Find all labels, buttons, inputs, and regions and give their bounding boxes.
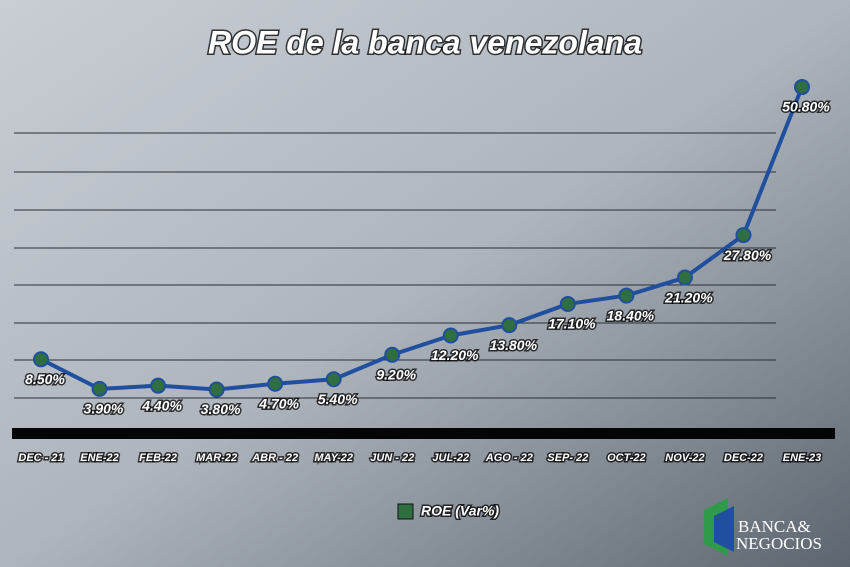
legend-label: ROE (Var%) — [421, 503, 499, 519]
data-label: 4.40% — [141, 397, 182, 413]
marker — [384, 346, 401, 363]
x-tick-label: MAR-22 — [196, 452, 237, 464]
logo: BANCA& NEGOCIOS — [704, 498, 822, 556]
data-label: 3.80% — [201, 401, 241, 417]
x-tick-label: FEB-22 — [139, 452, 177, 464]
logo-text: NEGOCIOS — [736, 534, 822, 553]
data-label: 21.20% — [664, 289, 713, 305]
data-label: 18.40% — [607, 307, 655, 323]
x-tick-label: DEC-22 — [724, 452, 763, 464]
marker — [208, 381, 225, 398]
data-label: 5.40% — [318, 391, 358, 407]
x-tick-label: MAY-22 — [314, 452, 353, 464]
logo-text: BANCA& — [738, 517, 811, 536]
marker — [676, 269, 693, 286]
x-tick-label: ENE-22 — [80, 452, 119, 464]
marker — [442, 327, 459, 344]
grid — [14, 132, 776, 399]
x-axis — [12, 428, 835, 439]
marker — [794, 79, 810, 96]
marker — [735, 227, 752, 244]
data-label: 9.20% — [376, 366, 416, 382]
marker — [267, 375, 284, 392]
marker — [559, 295, 576, 312]
chart-title: ROE de la banca venezolana — [208, 24, 642, 60]
series-line — [40, 86, 804, 392]
x-tick-label: OCT-22 — [607, 452, 646, 464]
data-label: 27.80% — [723, 247, 772, 263]
x-tick-label: DEC - 21 — [18, 452, 63, 464]
x-tick-label: SEP- 22 — [547, 452, 588, 464]
marker — [150, 377, 167, 394]
x-tick-label: JUN - 22 — [370, 452, 414, 464]
data-label: 13.80% — [490, 337, 538, 353]
marker — [501, 317, 518, 334]
x-tick-label: AGO - 22 — [485, 452, 533, 464]
logo-icon — [714, 506, 734, 552]
x-tick-label: JUL-22 — [432, 452, 469, 464]
data-label: 12.20% — [431, 347, 479, 363]
legend-swatch — [397, 503, 414, 520]
x-tick-label: ENE-23 — [783, 452, 822, 464]
data-label: 17.10% — [548, 316, 596, 332]
data-label: 8.50% — [25, 371, 65, 387]
marker — [325, 371, 342, 388]
marker — [618, 287, 635, 304]
x-tick-label: ABR - 22 — [251, 452, 298, 464]
x-tick-label: NOV-22 — [665, 452, 704, 464]
data-label: 3.90% — [84, 401, 124, 417]
data-label: 4.70% — [258, 395, 299, 411]
marker — [33, 351, 49, 368]
data-label: 50.80% — [782, 99, 830, 115]
marker — [91, 380, 108, 397]
